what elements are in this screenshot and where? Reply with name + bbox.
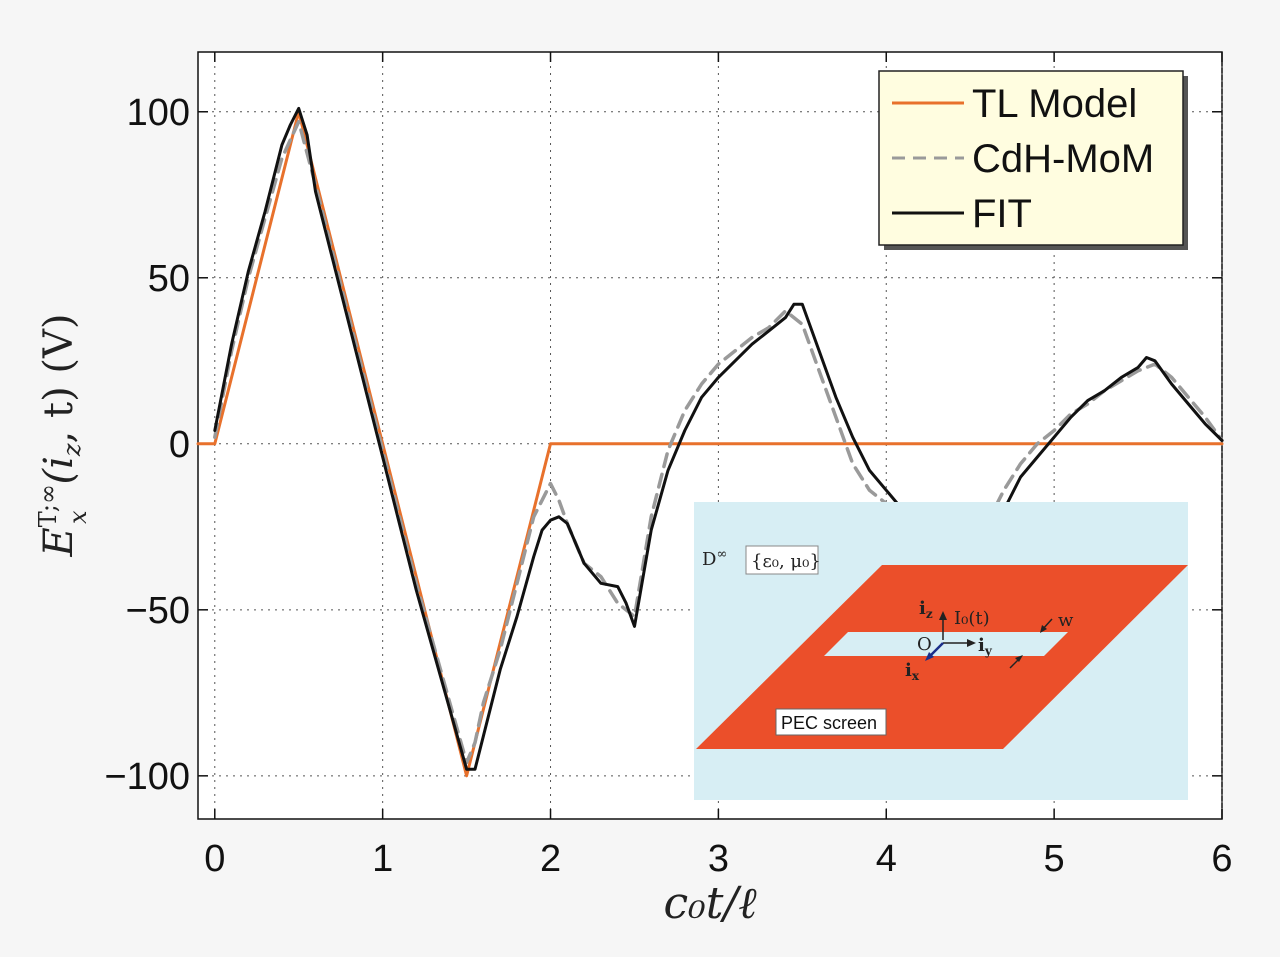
x-axis-label: c₀t/ℓ [663, 878, 757, 929]
domain-label: D∞ [702, 547, 727, 570]
legend-label-cdh-mom: CdH-MoM [972, 137, 1154, 181]
y-tick-label: 100 [127, 92, 190, 134]
x-tick-label: 0 [204, 838, 225, 880]
medium-label: {ε₀, μ₀} [751, 551, 821, 572]
x-tick-label: 4 [876, 838, 897, 880]
inset-diagram: D∞ {ε₀, μ₀} iz I₀(t) O iy ix w PEC scree… [694, 502, 1188, 800]
iz-label: iz [919, 598, 933, 621]
y-tick-label: −50 [126, 590, 190, 632]
x-tick-label: 5 [1044, 838, 1065, 880]
y-axis-label: ET;∞x(iz, t) (V) [34, 314, 92, 558]
y-tick-label: −100 [104, 756, 190, 798]
iz-arrow-head [939, 611, 947, 620]
legend-label-tl-model: TL Model [972, 82, 1137, 126]
y-tick-label: 0 [169, 424, 190, 466]
series-line-cdh-mom [213, 119, 1224, 765]
x-tick-label: 2 [540, 838, 561, 880]
ticks: 0 1 2 3 4 5 6 100 50 0 −50 −100 [104, 52, 1233, 880]
legend: TL Model CdH-MoM FIT [878, 70, 1188, 250]
width-arrow-top-head [1040, 625, 1047, 633]
current-label: I₀(t) [954, 608, 990, 629]
x-tick-label: 3 [708, 838, 729, 880]
width-arrow-bottom-head [1015, 655, 1023, 662]
legend-box [878, 70, 1184, 246]
origin-label: O [917, 634, 932, 655]
y-tick-label: 50 [148, 258, 190, 300]
pec-screen [696, 565, 1188, 749]
ix-arrow-head [925, 652, 934, 661]
iy-arrow-head [967, 639, 976, 647]
width-label: w [1058, 610, 1074, 631]
series-line-fit [213, 106, 1224, 771]
screen-label: PEC screen [781, 713, 877, 733]
screen-label-box [775, 708, 887, 736]
ix-label: ix [905, 660, 920, 683]
slot-aperture [824, 632, 1068, 656]
iy-label: iy [978, 635, 993, 658]
series-layer [196, 106, 1224, 778]
medium-label-box [745, 545, 819, 575]
legend-label-fit: FIT [972, 192, 1032, 236]
x-tick-label: 1 [372, 838, 393, 880]
x-tick-label: 6 [1211, 838, 1232, 880]
